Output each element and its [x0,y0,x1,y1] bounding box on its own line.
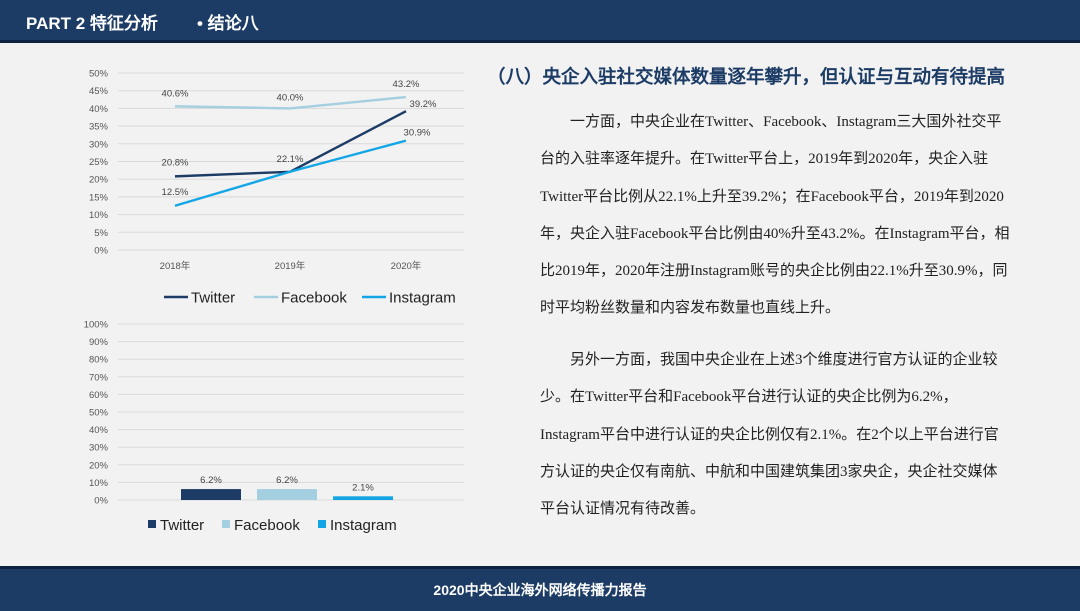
y-tick-label: 20% [89,175,109,186]
footer-title: 2020中央企业海外网络传播力报告 [433,582,647,598]
y-tick-label: 70% [89,372,109,383]
y-tick-label: 40% [89,104,109,115]
legend-swatch-facebook [222,520,230,528]
section-title: • 结论八 [197,14,259,33]
data-label: 12.5% [162,187,189,198]
data-label: 39.2% [410,99,437,110]
data-label: 6.2% [276,475,298,486]
y-tick-label: 20% [89,460,109,471]
bar-facebook [257,489,317,500]
data-label: 40.6% [162,88,189,99]
y-tick-label: 40% [89,425,109,436]
data-label: 2.1% [352,482,374,493]
y-tick-label: 100% [84,320,109,331]
legend-label: Instagram [389,290,456,307]
legend-label: Facebook [234,517,300,534]
paragraph-2: 另外一方面，我国中央企业在上述3个维度进行官方认证的企业较少。在Twitter平… [540,352,999,518]
y-tick-label: 25% [89,157,109,168]
data-label: 22.1% [277,154,304,165]
legend-label: Instagram [330,517,397,534]
part-title: PART 2 特征分析 [26,14,158,33]
y-tick-label: 80% [89,355,109,366]
data-label: 30.9% [404,128,431,139]
legend-label: Facebook [281,290,347,307]
series-line-facebook [174,95,407,110]
legend-label: Twitter [191,290,235,307]
legend-label: Twitter [160,517,204,534]
x-tick-label: 2019年 [275,260,306,272]
y-tick-label: 15% [89,192,109,203]
y-tick-label: 5% [94,228,108,239]
legend-swatch-twitter [148,520,156,528]
y-tick-label: 0% [94,496,108,507]
y-tick-label: 30% [89,443,109,454]
y-tick-label: 90% [89,337,109,348]
data-label: 20.8% [162,157,189,168]
data-label: 6.2% [200,475,222,486]
x-tick-label: 2020年 [391,260,422,272]
x-tick-label: 2018年 [160,260,191,272]
bar-twitter [181,489,241,500]
y-tick-label: 35% [89,122,109,133]
y-tick-label: 10% [89,478,109,489]
series-line-instagram [174,139,407,207]
y-tick-label: 30% [89,139,109,150]
paragraph-1: 一方面，中央企业在Twitter、Facebook、Instagram三大国外社… [540,114,1010,317]
legend-swatch-instagram [318,520,326,528]
y-tick-label: 10% [89,210,109,221]
y-tick-label: 50% [89,69,109,80]
footer-bar: 2020中央企业海外网络传播力报告 [0,566,1080,611]
data-label: 40.0% [277,92,304,103]
y-tick-label: 45% [89,86,109,97]
y-tick-label: 60% [89,390,109,401]
header-bar: PART 2 特征分析 • 结论八 [0,0,1080,43]
y-tick-label: 0% [94,246,108,257]
content-heading: （八）央企入驻社交媒体数量逐年攀升，但认证与互动有待提高 [487,66,1006,87]
bar-instagram [333,496,393,500]
data-label: 43.2% [393,79,420,90]
y-tick-label: 50% [89,408,109,419]
